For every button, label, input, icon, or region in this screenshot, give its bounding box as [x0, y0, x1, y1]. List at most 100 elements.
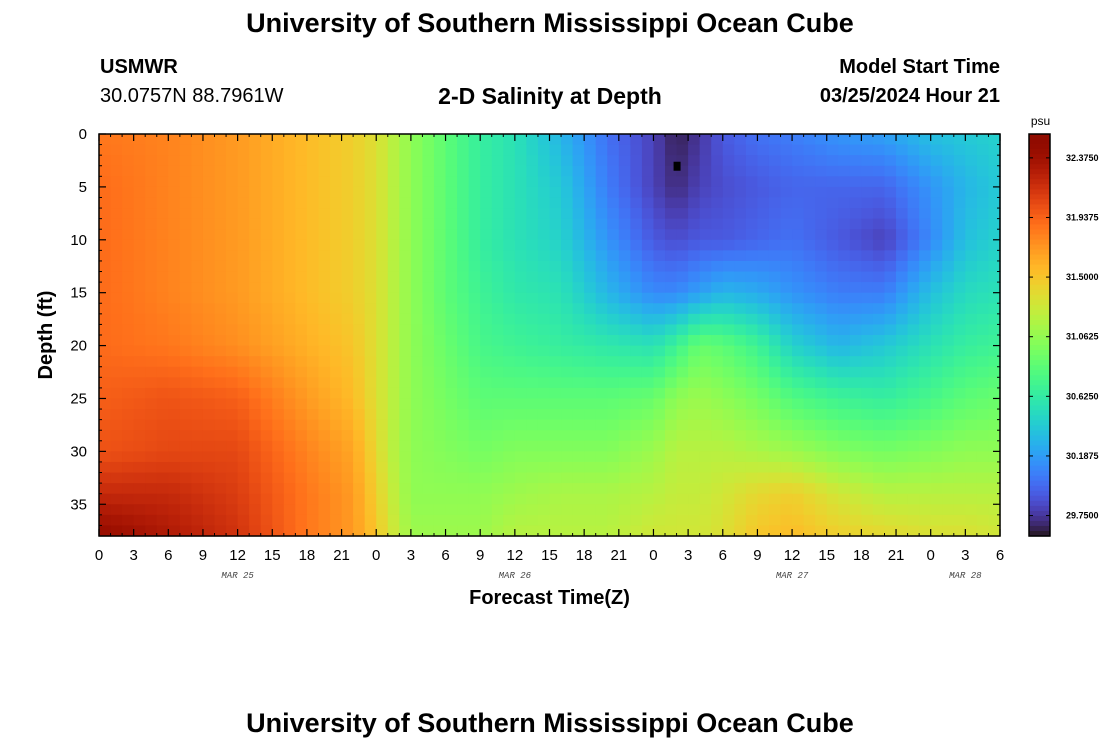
- heatmap-cell: [341, 324, 354, 336]
- heatmap-cell: [110, 208, 123, 220]
- heatmap-cell: [179, 440, 193, 452]
- heatmap-cell: [318, 313, 331, 326]
- heatmap-cell: [641, 525, 655, 537]
- heatmap-cell: [988, 483, 1001, 495]
- heatmap-cell: [988, 377, 1001, 389]
- heatmap-cell: [942, 186, 955, 199]
- heatmap-cell: [179, 366, 193, 378]
- heatmap-cell: [942, 504, 955, 516]
- heatmap-cell: [249, 197, 262, 209]
- heatmap-cell: [595, 451, 608, 463]
- heatmap-cell: [457, 282, 470, 294]
- heatmap-cell: [584, 493, 597, 505]
- colorbar-step: [1029, 179, 1050, 185]
- colorbar-step: [1029, 395, 1050, 401]
- heatmap-cell: [214, 461, 227, 474]
- heatmap-cell: [745, 377, 759, 389]
- heatmap-cell: [376, 430, 389, 442]
- heatmap-cell: [618, 345, 631, 357]
- heatmap-cell: [699, 186, 712, 199]
- heatmap-cell: [330, 176, 343, 188]
- heatmap-cell: [249, 366, 262, 378]
- heatmap-cell: [260, 218, 273, 230]
- heatmap-cell: [607, 335, 620, 347]
- heatmap-cell: [641, 197, 655, 209]
- heatmap-cell: [410, 155, 424, 167]
- heatmap-cell: [214, 356, 227, 368]
- heatmap-cell: [191, 483, 204, 495]
- heatmap-cell: [849, 208, 862, 220]
- heatmap-cell: [872, 398, 886, 410]
- heatmap-cell: [99, 176, 112, 188]
- heatmap-cell: [815, 335, 828, 347]
- heatmap-cell: [260, 250, 273, 262]
- heatmap-cell: [179, 313, 193, 326]
- heatmap-cell: [422, 313, 435, 326]
- heatmap-cell: [168, 155, 181, 167]
- heatmap-cell: [815, 260, 828, 273]
- heatmap-cell: [734, 504, 747, 516]
- heatmap-cell: [976, 197, 990, 209]
- heatmap-cell: [272, 493, 285, 505]
- heatmap-cell: [341, 409, 354, 421]
- heatmap-cell: [514, 504, 527, 516]
- heatmap-cell: [226, 409, 239, 421]
- heatmap-cell: [376, 440, 389, 452]
- heatmap-cell: [237, 176, 250, 188]
- heatmap-cell: [110, 303, 123, 315]
- heatmap-cell: [572, 250, 585, 262]
- heatmap-cell: [815, 239, 828, 251]
- heatmap-cell: [503, 208, 516, 220]
- heatmap-cell: [537, 440, 551, 452]
- heatmap-cell: [884, 398, 897, 410]
- heatmap-cell: [399, 292, 412, 304]
- heatmap-cell: [283, 335, 296, 347]
- heatmap-cell: [110, 525, 123, 537]
- heatmap-cell: [896, 461, 909, 474]
- heatmap-cell: [572, 345, 585, 357]
- heatmap-cell: [457, 239, 470, 251]
- heatmap-cell: [549, 197, 562, 209]
- heatmap-cell: [537, 525, 551, 537]
- heatmap-cell: [688, 197, 701, 209]
- heatmap-cell: [353, 472, 366, 484]
- heatmap-cell: [318, 514, 331, 527]
- heatmap-cell: [503, 303, 516, 315]
- colorbar-step: [1029, 460, 1050, 467]
- heatmap-cell: [330, 472, 343, 484]
- heatmap-cell: [318, 345, 331, 357]
- heatmap-cell: [433, 335, 447, 347]
- heatmap-cell: [595, 366, 608, 378]
- heatmap-cell: [665, 525, 678, 537]
- heatmap-cell: [688, 303, 701, 315]
- heatmap-cell: [445, 303, 458, 315]
- heatmap-cell: [711, 271, 724, 283]
- date-label: MAR 28: [949, 571, 982, 581]
- heatmap-cell: [618, 134, 631, 146]
- heatmap-cell: [757, 313, 770, 326]
- heatmap-cell: [399, 313, 412, 326]
- heatmap-cell: [641, 165, 655, 177]
- heatmap-cell: [387, 271, 400, 283]
- heatmap-cell: [595, 419, 608, 431]
- heatmap-cell: [884, 472, 897, 484]
- heatmap-cell: [537, 186, 551, 199]
- heatmap-cell: [699, 229, 712, 241]
- heatmap-cell: [214, 144, 227, 156]
- heatmap-cell: [780, 419, 793, 431]
- heatmap-cell: [99, 398, 112, 410]
- heatmap-cell: [202, 409, 216, 421]
- heatmap-cell: [653, 303, 666, 315]
- heatmap-cell: [191, 303, 204, 315]
- heatmap-cell: [341, 165, 354, 177]
- heatmap-cell: [896, 271, 909, 283]
- heatmap-cell: [133, 303, 146, 315]
- heatmap-cell: [688, 525, 701, 537]
- heatmap-cell: [722, 514, 735, 527]
- heatmap-cell: [803, 208, 816, 220]
- heatmap-cell: [237, 208, 250, 220]
- heatmap-cell: [930, 282, 943, 294]
- heatmap-cell: [849, 197, 862, 209]
- heatmap-cell: [260, 239, 273, 251]
- heatmap-cell: [306, 134, 320, 146]
